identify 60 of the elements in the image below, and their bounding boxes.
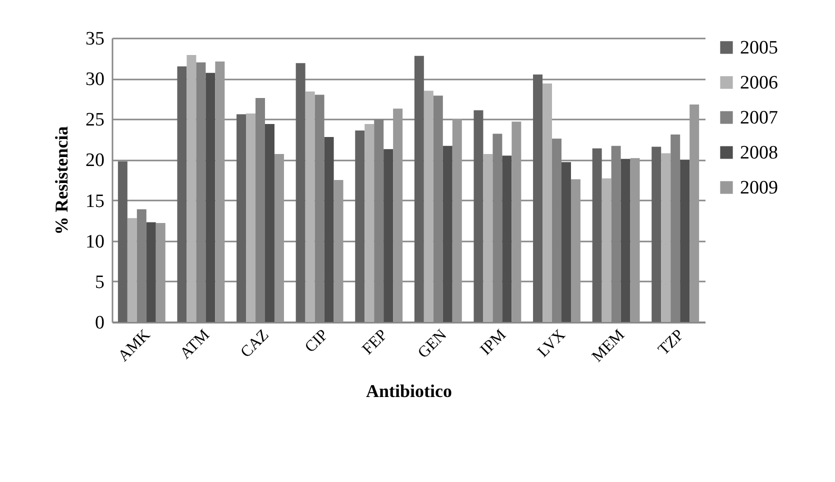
y-axis-title: % Resistencia	[52, 126, 72, 235]
y-tick-label: 25	[86, 110, 104, 131]
bar	[592, 148, 602, 322]
bar	[305, 92, 315, 322]
bar	[561, 162, 571, 322]
bar	[533, 74, 543, 322]
x-tick-label: CIP	[302, 326, 332, 356]
bar	[690, 104, 700, 322]
bar	[264, 124, 274, 322]
y-tick-label: 0	[95, 312, 104, 334]
bar	[156, 223, 166, 322]
bar	[246, 113, 256, 322]
x-tick-label: FEP	[359, 326, 391, 358]
bar	[602, 178, 612, 322]
x-tick-label: TZP	[655, 326, 688, 359]
bar	[620, 158, 630, 322]
bar	[146, 222, 156, 322]
bar	[274, 154, 284, 322]
bar	[502, 156, 512, 322]
bar	[355, 130, 365, 322]
bar	[186, 55, 196, 322]
x-tick-label: IPM	[477, 326, 510, 359]
y-tick-label: 15	[86, 190, 104, 212]
bar	[652, 146, 662, 322]
legend-label: 2006	[740, 72, 778, 94]
x-tick-label: CAZ	[238, 326, 272, 362]
legend-label: 2008	[740, 142, 778, 164]
bar	[414, 56, 424, 322]
bar	[236, 114, 246, 322]
bar	[680, 160, 690, 322]
bar	[570, 179, 580, 322]
bar	[215, 62, 225, 322]
bar	[127, 218, 137, 322]
bar	[393, 108, 403, 322]
bar	[630, 158, 640, 322]
bar	[483, 154, 493, 322]
bar	[452, 119, 462, 322]
bar	[364, 124, 374, 322]
y-tick-label: 20	[86, 150, 104, 172]
y-tick-label: 35	[86, 28, 104, 50]
bar	[324, 136, 334, 322]
x-axis-title: Antibiotico	[366, 380, 452, 401]
bar	[334, 180, 344, 322]
bar	[384, 149, 394, 322]
bar	[424, 90, 434, 322]
bar	[512, 122, 522, 322]
legend-label: 2005	[740, 38, 778, 58]
bar	[206, 72, 216, 322]
bar	[177, 66, 187, 322]
bar	[118, 161, 128, 322]
bar	[296, 63, 306, 322]
bar	[474, 110, 484, 322]
y-tick-label: 30	[86, 69, 104, 90]
y-tick-label: 5	[95, 272, 104, 293]
legend-label: 2009	[740, 178, 778, 198]
bar	[661, 153, 671, 322]
legend-label: 2007	[740, 108, 778, 128]
bar	[542, 83, 552, 322]
bar	[442, 146, 452, 322]
y-tick-label: 10	[86, 231, 104, 252]
